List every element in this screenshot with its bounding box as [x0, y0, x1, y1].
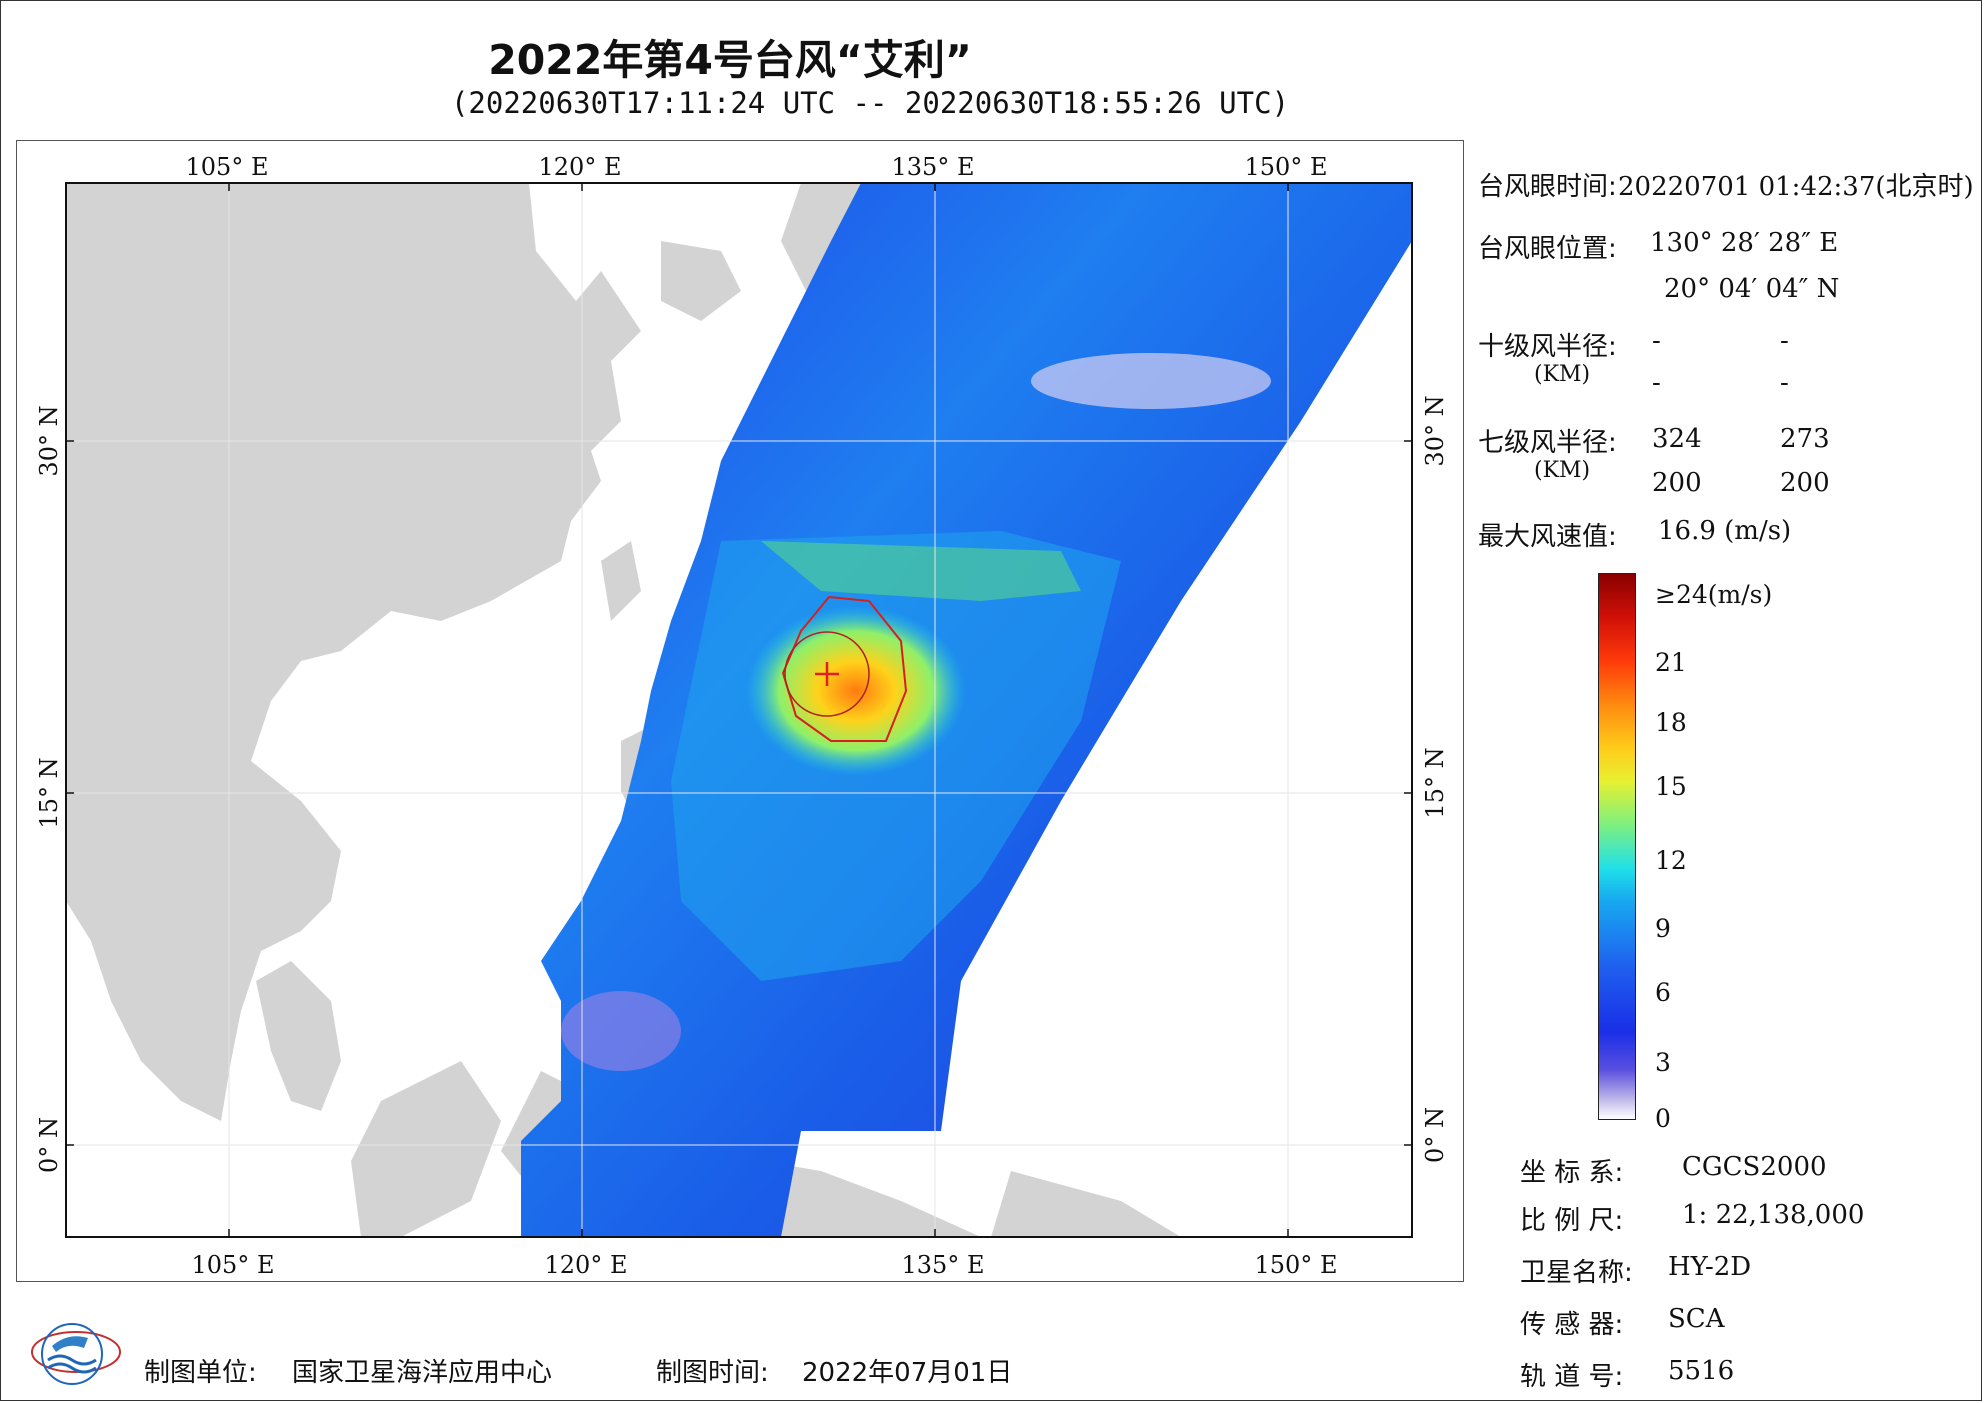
map-frame: 105° E 120° E 135° E 150° E 105° E 120° … [16, 140, 1464, 1282]
lon-label-bottom-135: 135° E [902, 1251, 985, 1279]
lon-label-top-135: 135° E [892, 153, 975, 181]
eye-time-label: 台风眼时间: [1478, 172, 1617, 202]
colorbar-label-12: 12 [1655, 846, 1687, 875]
sensor-label: 传 感 器: [1520, 1310, 1624, 1340]
r7-value-4: 200 [1780, 468, 1830, 498]
orbit-label: 轨 道 号: [1520, 1362, 1624, 1392]
colorbar-label-3: 3 [1655, 1048, 1671, 1077]
max-wind-label: 最大风速值: [1478, 522, 1617, 552]
max-wind-value: 16.9 (m/s) [1658, 516, 1792, 546]
typhoon-eye-marker [815, 662, 839, 686]
wind-field-map: 105° E 120° E 135° E 150° E 105° E 120° … [35, 153, 1449, 1279]
colorbar-label-9: 9 [1655, 914, 1671, 943]
maker-value: 国家卫星海洋应用中心 [292, 1358, 553, 1388]
colorbar-label-21: 21 [1655, 648, 1687, 677]
sensor-value: SCA [1668, 1304, 1725, 1334]
orbit-value: 5516 [1668, 1356, 1735, 1386]
lat-label-right-15: 15° N [1421, 747, 1449, 818]
wind-speed-swath [521, 183, 1412, 1237]
colorbar-label-0: 0 [1655, 1104, 1671, 1133]
satellite-value: HY-2D [1668, 1252, 1752, 1282]
lat-label-left-0: 0° N [35, 1117, 63, 1173]
date-label: 制图时间: [656, 1358, 769, 1388]
r10-value-2: - [1780, 326, 1789, 356]
r7-value-3: 200 [1652, 468, 1702, 498]
lat-label-right-0: 0° N [1421, 1107, 1449, 1163]
eye-position-label: 台风眼位置: [1478, 234, 1617, 264]
scale-value: 1: 22,138,000 [1682, 1200, 1865, 1230]
r7-label: 七级风半径: [1478, 428, 1617, 458]
crs-value: CGCS2000 [1682, 1152, 1827, 1182]
r10-value-4: - [1780, 368, 1789, 398]
maker-label: 制图单位: [144, 1358, 257, 1388]
r10-unit: (KM) [1534, 362, 1591, 387]
typhoon-wind-radius [781, 595, 908, 742]
lon-label-bottom-150: 150° E [1255, 1251, 1338, 1279]
colorbar-label-24: ≥24(m/s) [1655, 580, 1773, 609]
scale-label: 比 例 尺: [1520, 1206, 1624, 1236]
map-subtitle: (20220630T17:11:24 UTC -- 20220630T18:55… [450, 86, 1290, 120]
r10-value-3: - [1652, 368, 1661, 398]
eye-latitude: 20° 04′ 04″ N [1664, 274, 1840, 304]
lat-label-left-30: 30° N [35, 405, 63, 476]
colorbar-label-15: 15 [1655, 772, 1687, 801]
colorbar-label-18: 18 [1655, 708, 1687, 737]
r10-label: 十级风半径: [1478, 332, 1617, 362]
r7-value-1: 324 [1652, 424, 1702, 454]
agency-logo [31, 1323, 121, 1385]
colorbar-label-6: 6 [1655, 978, 1671, 1007]
lon-label-bottom-120: 120° E [545, 1251, 628, 1279]
lon-label-bottom-105: 105° E [192, 1251, 275, 1279]
graticule [66, 183, 1412, 1237]
eye-time-value: 20220701 01:42:37(北京时) [1618, 172, 1974, 202]
lon-label-top-120: 120° E [539, 153, 622, 181]
wind-speed-colorbar [1598, 573, 1636, 1120]
map-title: 2022年第4号台风“艾利” [488, 36, 972, 84]
r7-unit: (KM) [1534, 458, 1591, 483]
crs-label: 坐 标 系: [1520, 1158, 1624, 1188]
lon-label-top-150: 150° E [1245, 153, 1328, 181]
r10-value-1: - [1652, 326, 1661, 356]
lon-label-top-105: 105° E [186, 153, 269, 181]
r7-value-2: 273 [1780, 424, 1830, 454]
lat-label-left-15: 15° N [35, 757, 63, 828]
date-value: 2022年07月01日 [802, 1358, 1013, 1388]
tick-marks [66, 183, 1412, 1237]
plot-border [65, 182, 1413, 1238]
eye-longitude: 130° 28′ 28″ E [1650, 228, 1839, 258]
satellite-label: 卫星名称: [1520, 1258, 1633, 1288]
lat-label-right-30: 30° N [1421, 395, 1449, 466]
